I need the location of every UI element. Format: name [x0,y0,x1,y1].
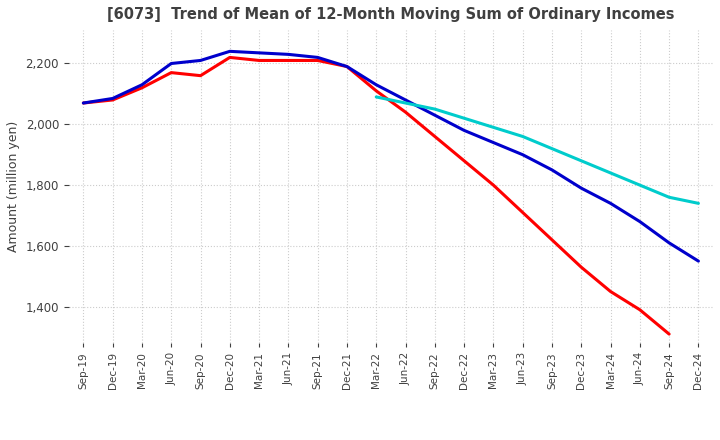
3 Years [606,289,615,294]
5 Years [518,152,527,158]
7 Years [665,194,673,200]
3 Years [284,58,293,63]
7 Years [606,170,615,176]
3 Years [431,134,439,139]
5 Years [225,49,234,54]
3 Years [255,58,264,63]
3 Years [460,158,469,163]
5 Years [138,82,146,88]
7 Years [489,125,498,130]
Line: 7 Years: 7 Years [377,97,698,203]
5 Years [284,52,293,57]
3 Years [343,64,351,69]
7 Years [518,134,527,139]
5 Years [108,96,117,101]
5 Years [460,128,469,133]
5 Years [196,58,204,63]
3 Years [636,307,644,312]
7 Years [548,146,557,151]
3 Years [372,88,381,94]
5 Years [431,113,439,118]
3 Years [401,110,410,115]
7 Years [460,116,469,121]
3 Years [138,85,146,91]
3 Years [225,55,234,60]
3 Years [577,264,585,270]
7 Years [636,183,644,188]
3 Years [108,97,117,103]
5 Years [343,64,351,69]
7 Years [401,100,410,106]
5 Years [636,219,644,224]
5 Years [167,61,176,66]
5 Years [665,240,673,246]
3 Years [167,70,176,75]
3 Years [518,210,527,215]
Line: 5 Years: 5 Years [84,51,698,261]
Title: [6073]  Trend of Mean of 12-Month Moving Sum of Ordinary Incomes: [6073] Trend of Mean of 12-Month Moving … [107,7,675,22]
5 Years [606,201,615,206]
3 Years [665,331,673,337]
5 Years [255,50,264,55]
5 Years [694,258,703,264]
3 Years [79,100,88,106]
7 Years [372,94,381,99]
3 Years [313,58,322,63]
5 Years [313,55,322,60]
5 Years [79,100,88,106]
3 Years [196,73,204,78]
5 Years [548,167,557,172]
7 Years [577,158,585,163]
7 Years [431,106,439,112]
5 Years [489,140,498,145]
3 Years [548,237,557,242]
Line: 3 Years: 3 Years [84,57,669,334]
5 Years [401,97,410,103]
3 Years [489,183,498,188]
7 Years [694,201,703,206]
Y-axis label: Amount (million yen): Amount (million yen) [7,121,20,252]
5 Years [577,186,585,191]
5 Years [372,82,381,88]
